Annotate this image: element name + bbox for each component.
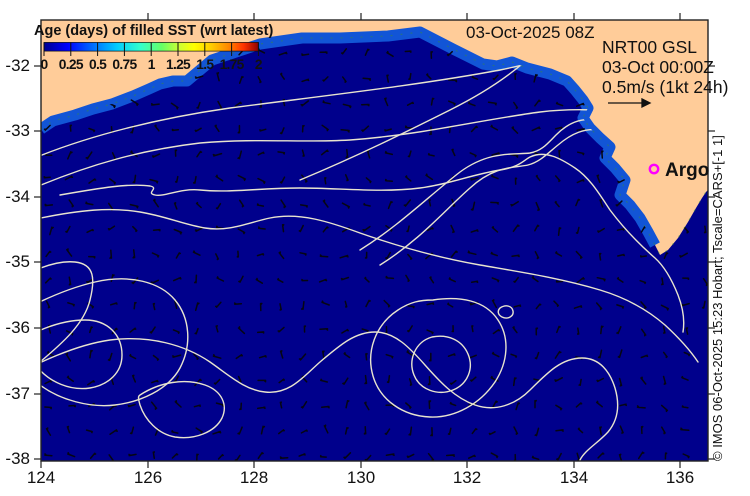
svg-text:© IMOS 06-Oct-2025 15:23 Hobar: © IMOS 06-Oct-2025 15:23 Hobart; Tscale=… xyxy=(710,135,725,461)
svg-text:1: 1 xyxy=(148,57,156,72)
svg-text:130: 130 xyxy=(347,468,375,487)
svg-text:0.75: 0.75 xyxy=(112,57,137,72)
svg-text:03-Oct 00:00Z: 03-Oct 00:00Z xyxy=(602,57,714,77)
svg-text:136: 136 xyxy=(666,468,694,487)
svg-text:Age (days) of filled SST (wrt: Age (days) of filled SST (wrt latest) xyxy=(34,23,273,39)
svg-text:2: 2 xyxy=(255,57,263,72)
svg-text:-36: -36 xyxy=(5,318,30,337)
svg-text:1.75: 1.75 xyxy=(220,57,245,72)
svg-text:0.25: 0.25 xyxy=(59,57,84,72)
svg-text:0.5: 0.5 xyxy=(89,57,107,72)
svg-text:124: 124 xyxy=(27,468,55,487)
svg-text:-37: -37 xyxy=(5,384,30,403)
svg-text:-33: -33 xyxy=(5,121,30,140)
svg-text:NRT00 GSL: NRT00 GSL xyxy=(602,37,697,57)
svg-text:126: 126 xyxy=(134,468,162,487)
svg-text:-38: -38 xyxy=(5,449,30,468)
svg-text:132: 132 xyxy=(453,468,481,487)
svg-text:03-Oct-2025 08Z: 03-Oct-2025 08Z xyxy=(466,23,595,42)
svg-text:0.5m/s (1kt 24h): 0.5m/s (1kt 24h) xyxy=(602,77,728,97)
svg-text:-35: -35 xyxy=(5,252,30,271)
svg-text:1.25: 1.25 xyxy=(166,57,191,72)
svg-text:Argo: Argo xyxy=(665,160,709,181)
svg-text:1.5: 1.5 xyxy=(196,57,214,72)
svg-text:0: 0 xyxy=(41,57,49,72)
svg-text:128: 128 xyxy=(240,468,268,487)
svg-text:-32: -32 xyxy=(5,56,30,75)
svg-text:134: 134 xyxy=(560,468,588,487)
svg-text:-34: -34 xyxy=(5,187,30,206)
